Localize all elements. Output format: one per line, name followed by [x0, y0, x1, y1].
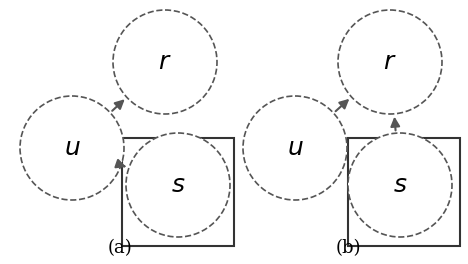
Text: $\mathit{r}$: $\mathit{r}$ [158, 50, 172, 74]
Text: $\mathit{s}$: $\mathit{s}$ [393, 173, 407, 197]
Text: $\mathit{s}$: $\mathit{s}$ [171, 173, 185, 197]
Bar [348, 138, 460, 246]
Circle shape [338, 10, 442, 114]
Circle shape [20, 96, 124, 200]
Circle shape [348, 133, 452, 237]
Text: (a): (a) [108, 239, 132, 257]
Circle shape [243, 96, 347, 200]
Text: $\mathit{u}$: $\mathit{u}$ [286, 136, 303, 160]
Text: $\mathit{r}$: $\mathit{r}$ [383, 50, 397, 74]
Bar [122, 138, 234, 246]
Text: (b): (b) [335, 239, 361, 257]
Circle shape [113, 10, 217, 114]
Circle shape [126, 133, 230, 237]
Text: $\mathit{u}$: $\mathit{u}$ [64, 136, 80, 160]
